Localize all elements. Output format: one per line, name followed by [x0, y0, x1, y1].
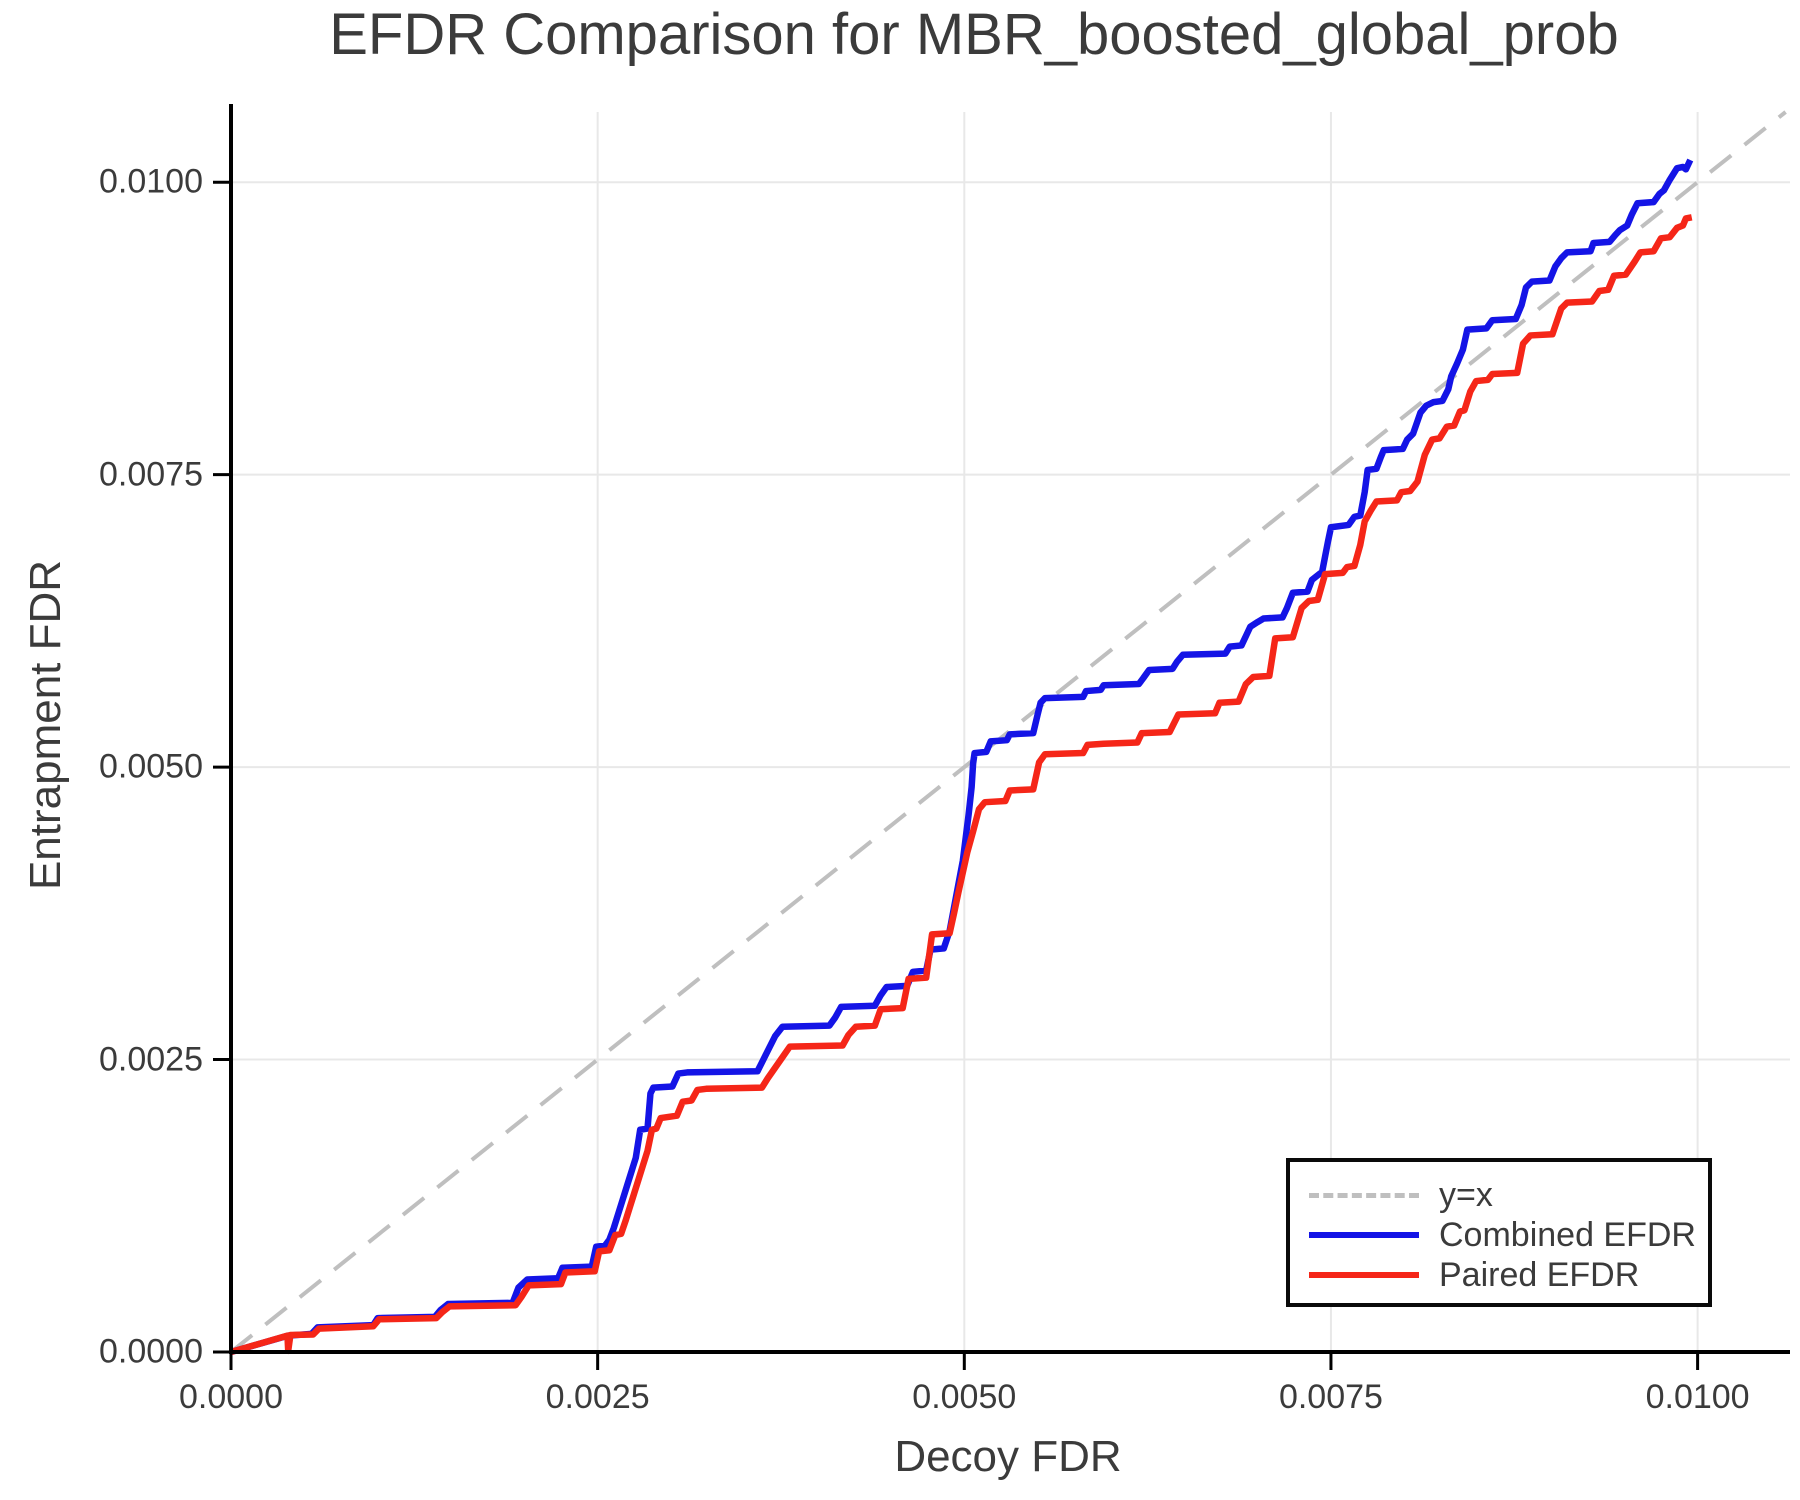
- combined-efdr-swatch: [1309, 1232, 1419, 1238]
- legend-item-combined-efdr: Combined EFDR: [1309, 1215, 1708, 1255]
- legend-item-yx: y=x: [1309, 1175, 1708, 1215]
- x-tick-label: 0.0025: [545, 1378, 650, 1416]
- x-tick-label: 0.0000: [179, 1378, 283, 1416]
- yx-line-swatch: [1309, 1192, 1419, 1198]
- y-tick-label: 0.0025: [99, 1040, 203, 1079]
- legend-label-combined-efdr: Combined EFDR: [1439, 1215, 1696, 1254]
- legend: y=x Combined EFDR Paired EFDR: [1286, 1158, 1712, 1307]
- y-tick-label: 0.0100: [99, 162, 203, 201]
- legend-item-paired-efdr: Paired EFDR: [1309, 1255, 1708, 1295]
- y-axis-title: Entrapment FDR: [21, 559, 70, 891]
- y-tick-label: 0.0050: [99, 747, 203, 786]
- x-axis-title: Decoy FDR: [894, 1432, 1122, 1481]
- series-line-paired-efdr: [230, 214, 1693, 1356]
- x-tick-label: 0.0050: [912, 1378, 1017, 1416]
- y-tick-label: 0.0075: [99, 455, 203, 494]
- series-line-combined-efdr: [230, 158, 1694, 1356]
- legend-label-yx: y=x: [1439, 1175, 1493, 1214]
- x-tick-label: 0.0075: [1278, 1378, 1383, 1416]
- chart-title: EFDR Comparison for MBR_boosted_global_p…: [329, 2, 1619, 67]
- y-tick-label: 0.0000: [99, 1332, 203, 1371]
- x-tick-label: 0.0100: [1645, 1378, 1750, 1416]
- paired-efdr-swatch: [1309, 1272, 1419, 1278]
- legend-label-paired-efdr: Paired EFDR: [1439, 1255, 1640, 1294]
